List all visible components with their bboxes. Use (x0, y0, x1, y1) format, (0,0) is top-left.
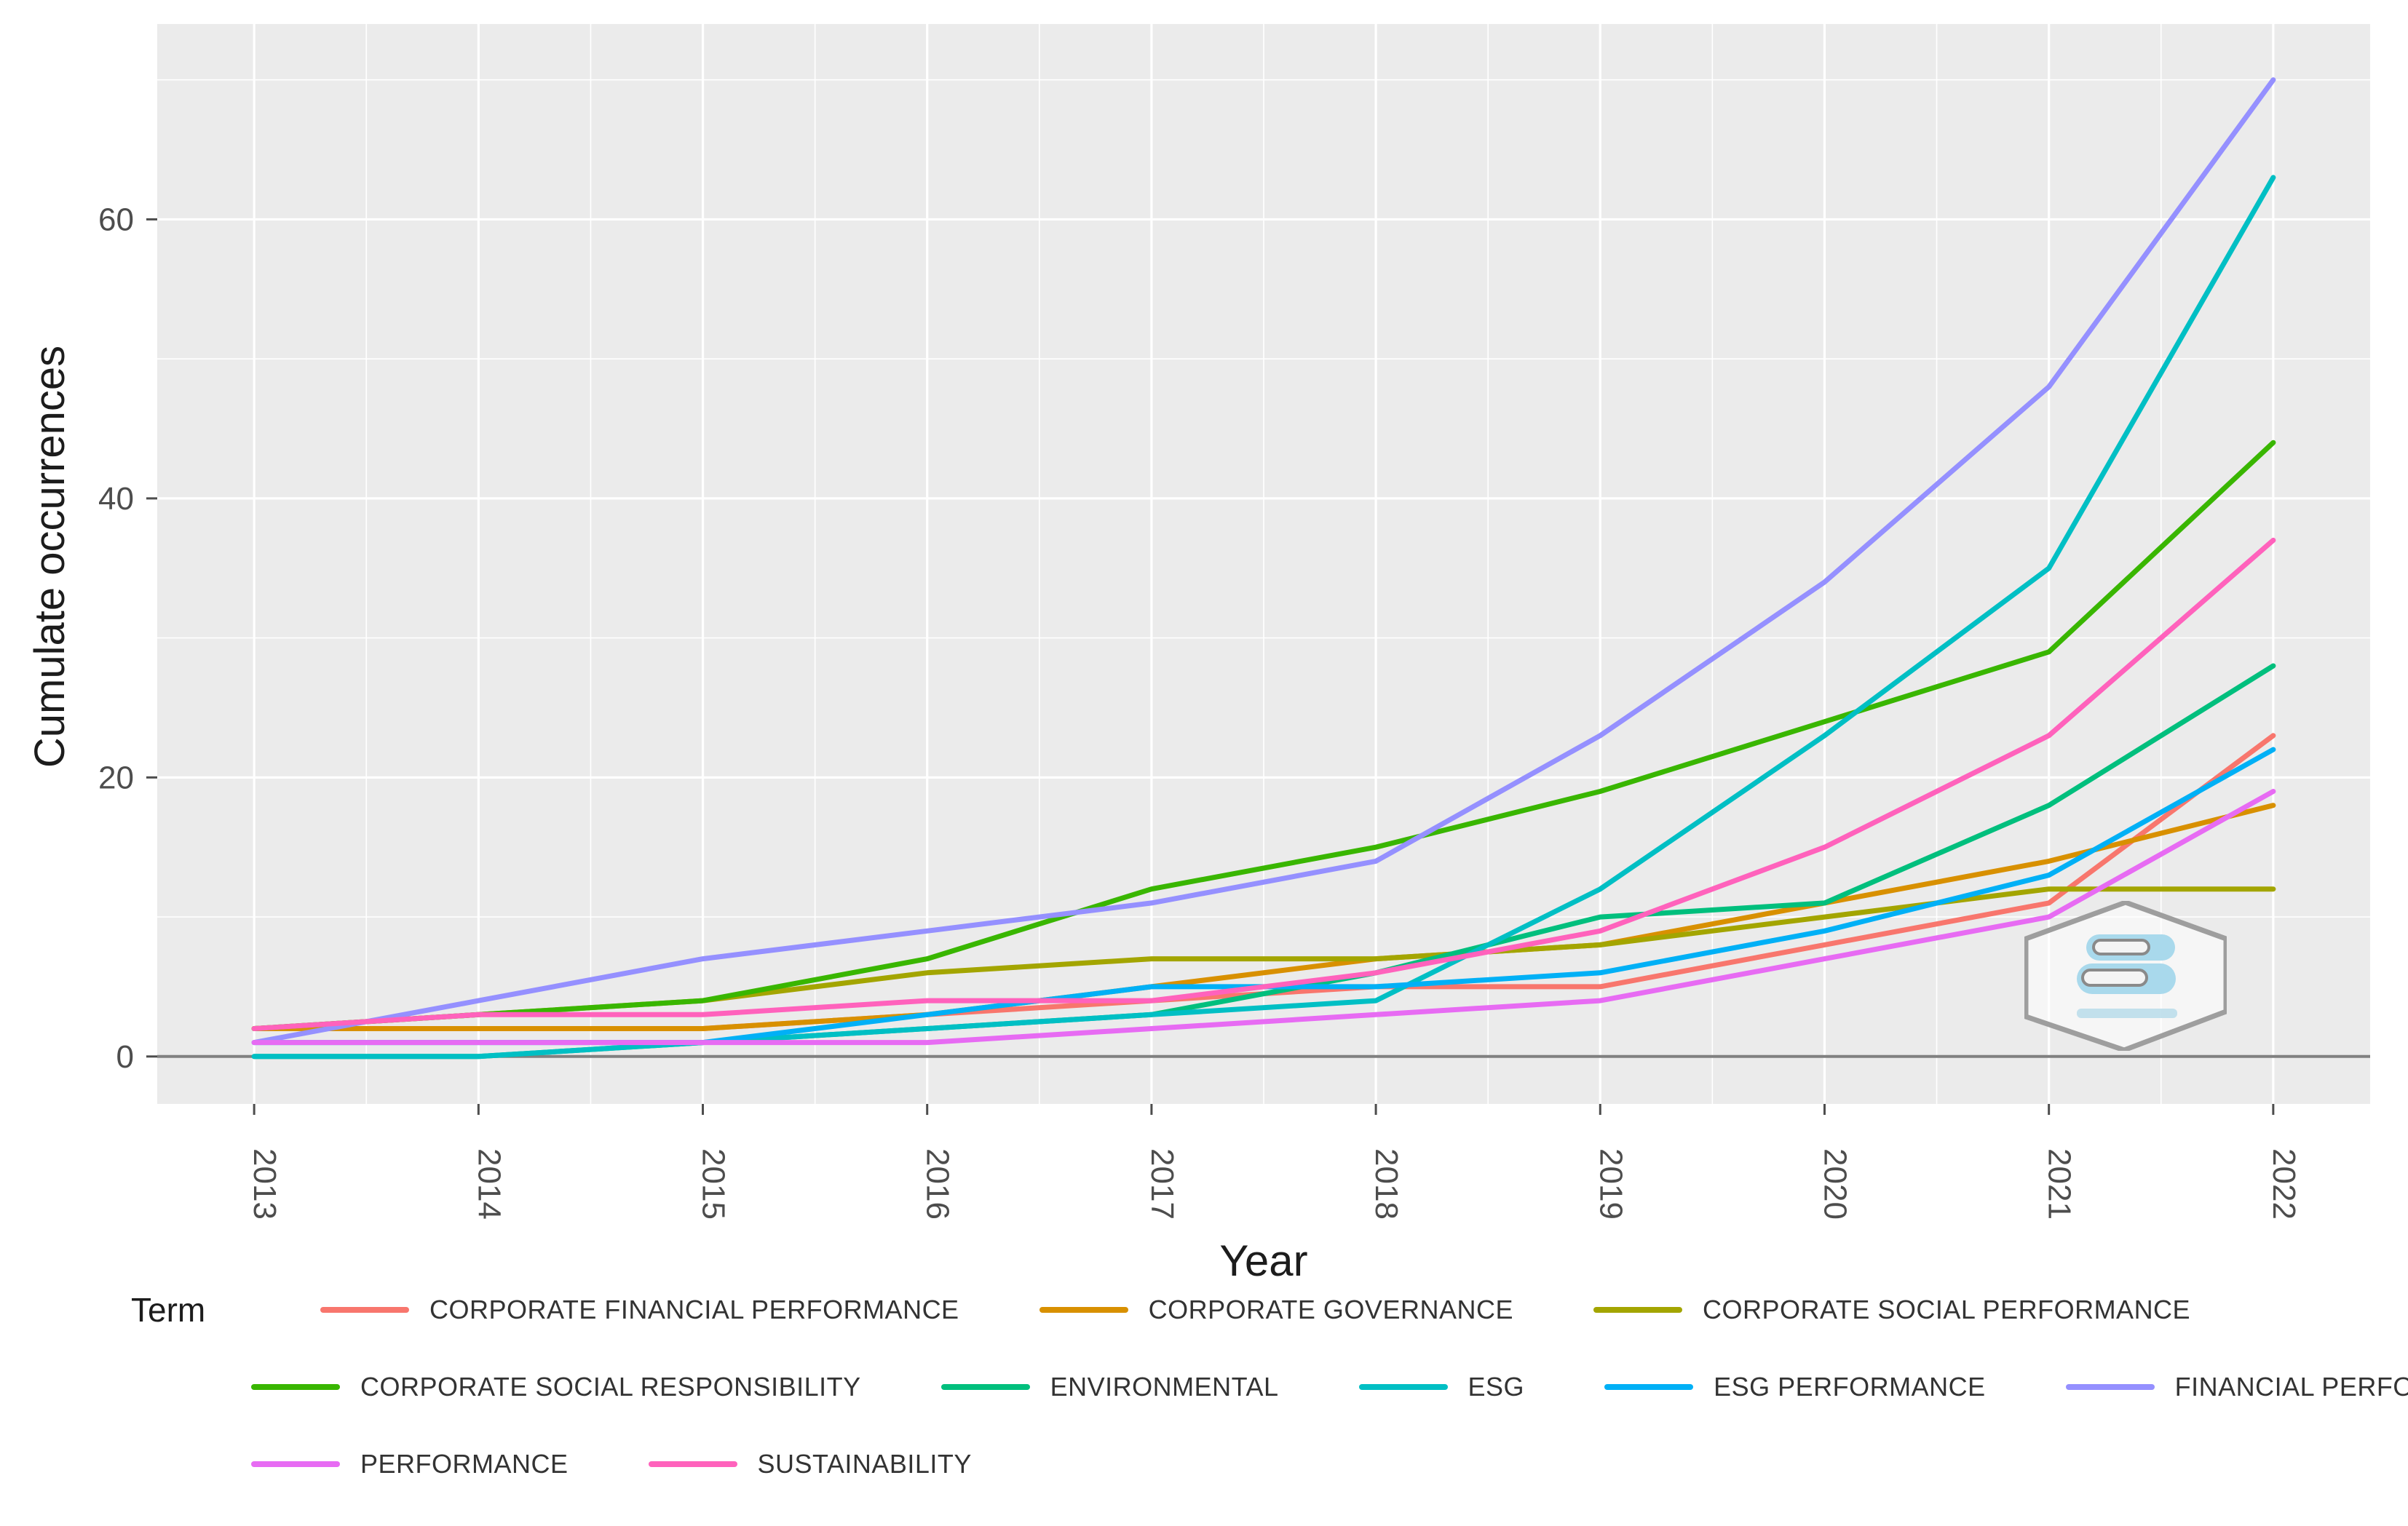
legend-item-corporate-social-responsibility: CORPORATE SOCIAL RESPONSIBILITY (251, 1372, 861, 1402)
legend-title: Term (131, 1291, 206, 1329)
series-line-performance (251, 789, 2276, 1046)
x-tick-label: 2021 (2042, 1148, 2078, 1220)
legend-key-swatch (1593, 1307, 1682, 1313)
x-tick-label: 2022 (2266, 1148, 2302, 1220)
logo-caption-line (2077, 1009, 2177, 1018)
legend-key-swatch (2065, 1384, 2155, 1390)
legend-label: CORPORATE FINANCIAL PERFORMANCE (429, 1295, 959, 1324)
legend-label: PERFORMANCE (360, 1449, 569, 1479)
legend-label: SUSTAINABILITY (757, 1449, 972, 1479)
series-line-sustainability (251, 537, 2276, 1031)
legend-key-swatch (320, 1307, 409, 1313)
legend-label: ESG PERFORMANCE (1714, 1372, 1986, 1402)
legend-row: CORPORATE SOCIAL RESPONSIBILITY ENVIRONME… (251, 1359, 2408, 1415)
legend-item-environmental: ENVIRONMENTAL (940, 1372, 1279, 1402)
bibliometrix-watermark-icon (2024, 901, 2227, 1051)
legend-key-swatch (1358, 1384, 1448, 1390)
legend-key-swatch (251, 1461, 340, 1467)
logo-pen-lower (2081, 969, 2148, 987)
x-tick-label: 2019 (1593, 1148, 1628, 1220)
legend-label: CORPORATE SOCIAL RESPONSIBILITY (360, 1372, 861, 1402)
legend-key-swatch (648, 1461, 737, 1467)
legend-row: PERFORMANCE SUSTAINABILITY (251, 1436, 2388, 1492)
y-tick-label: 20 (98, 760, 134, 795)
series-line-esg (251, 175, 2276, 1060)
x-axis-title: Year (1219, 1236, 1308, 1285)
legend-item-esg: ESG (1358, 1372, 1525, 1402)
legend-item-corporate-governance: CORPORATE GOVERNANCE (1039, 1295, 1513, 1325)
y-tick-label: 0 (116, 1039, 134, 1075)
legend-key-swatch (251, 1384, 340, 1390)
legend-item-corporate-social-performance: CORPORATE SOCIAL PERFORMANCE (1593, 1295, 2190, 1325)
legend-label: CORPORATE SOCIAL PERFORMANCE (1702, 1295, 2191, 1324)
x-tick-label: 2017 (1144, 1148, 1180, 1220)
legend-key-swatch (940, 1384, 1030, 1390)
legend-label: ENVIRONMENTAL (1050, 1372, 1279, 1402)
legend-key-swatch (1604, 1384, 1694, 1390)
legend-item-corporate-financial-performance: CORPORATE FINANCIAL PERFORMANCE (320, 1295, 959, 1325)
legend-item-esg-performance: ESG PERFORMANCE (1604, 1372, 1986, 1402)
legend-key-swatch (1039, 1307, 1128, 1313)
legend-label: CORPORATE GOVERNANCE (1148, 1295, 1513, 1324)
legend-item-sustainability: SUSTAINABILITY (648, 1449, 972, 1479)
logo-pen-upper (2092, 939, 2150, 955)
legend-label: FINANCIAL PERFORMANCE (2174, 1372, 2408, 1402)
legend-item-financial-performance: FINANCIAL PERFORMANCE (2065, 1372, 2408, 1402)
legend: Term CORPORATE FINANCIAL PERFORMANCE CORPO… (131, 1282, 2408, 1492)
y-tick-label: 60 (98, 202, 134, 237)
x-tick-label: 2020 (1817, 1148, 1853, 1220)
x-tick-label: 2014 (471, 1148, 507, 1220)
legend-row: Term CORPORATE FINANCIAL PERFORMANCE CORPO… (131, 1282, 2388, 1338)
legend-item-performance: PERFORMANCE (251, 1449, 569, 1479)
x-tick-label: 2015 (696, 1148, 732, 1220)
series-line-corporate-social-responsibility (251, 440, 2276, 1031)
x-tick-label: 2013 (247, 1148, 282, 1220)
y-tick-label: 40 (98, 481, 134, 517)
series-line-corporate-governance (251, 803, 2276, 1031)
legend-label: ESG (1468, 1372, 1525, 1402)
y-axis-title: Cumulate occurrences (25, 345, 74, 768)
series-line-financial-performance (251, 77, 2276, 1046)
x-tick-label: 2018 (1369, 1148, 1404, 1220)
x-tick-label: 2016 (920, 1148, 956, 1220)
